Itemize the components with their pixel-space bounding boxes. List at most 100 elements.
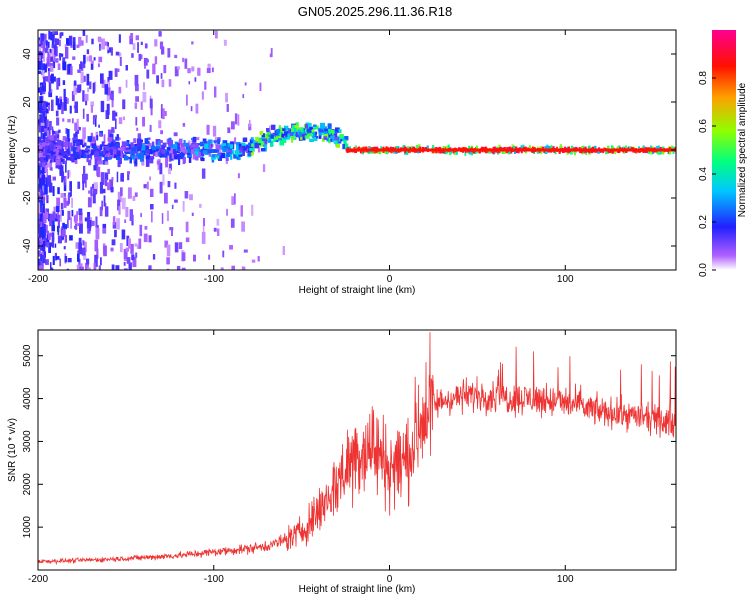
heatmap-cell <box>52 211 55 222</box>
heatmap-cell <box>190 149 194 154</box>
heatmap-cell <box>98 265 101 270</box>
heatmap-cell <box>176 143 180 149</box>
heatmap-cell <box>117 158 121 168</box>
heatmap-cell <box>276 135 281 139</box>
heatmap-cell <box>111 264 115 270</box>
heatmap-cell <box>257 139 262 144</box>
heatmap-cell <box>570 146 573 150</box>
heatmap-cell <box>63 181 67 192</box>
heatmap-cell <box>94 151 99 157</box>
heatmap-cell <box>167 181 171 188</box>
heatmap-cell <box>178 139 183 146</box>
heatmap-cell <box>607 150 610 153</box>
snr-panel: -200 -100 0 100 1000 2000 3000 4000 5000 Height … <box>7 329 677 595</box>
heatmap-cell <box>38 136 42 143</box>
heatmap-cell <box>55 58 59 63</box>
heatmap-cell <box>166 257 170 265</box>
heatmap-cell <box>254 142 259 148</box>
heatmap-cell <box>96 135 99 141</box>
heatmap-cell <box>248 119 251 127</box>
heatmap-cell <box>81 247 86 256</box>
heatmap-cell <box>236 154 241 161</box>
heatmap-cell <box>45 154 50 158</box>
heatmap-cell <box>279 140 284 146</box>
heatmap-cell <box>135 84 139 92</box>
heatmap-cell <box>87 136 93 142</box>
heatmap-cell <box>354 145 357 148</box>
heatmap-cell <box>323 136 328 140</box>
y-tick-label: 40 <box>22 48 33 60</box>
heatmap-cell <box>546 144 549 149</box>
heatmap-cell <box>61 226 63 234</box>
heatmap-cell <box>571 150 573 155</box>
heatmap-cell <box>93 146 97 150</box>
heatmap-cell <box>48 182 53 193</box>
heatmap-cell <box>55 151 59 156</box>
heatmap-cell <box>83 54 86 64</box>
heatmap-cell <box>71 209 74 217</box>
heatmap-cell <box>309 138 314 142</box>
heatmap-cell <box>587 145 590 149</box>
heatmap-cell <box>117 143 120 149</box>
heatmap-cell <box>269 125 271 137</box>
heatmap-cell <box>130 33 134 39</box>
heatmap-cell <box>51 33 55 46</box>
heatmap-cell <box>184 150 190 155</box>
heatmap-cell <box>158 31 162 37</box>
heatmap-cell <box>40 132 43 140</box>
heatmap-cell <box>40 207 43 217</box>
heatmap-cell <box>86 216 91 229</box>
heatmap-cell <box>282 138 287 143</box>
heatmap-cell <box>154 56 158 65</box>
heatmap-cell <box>164 111 167 116</box>
heatmap-cell <box>160 104 163 111</box>
heatmap-cell <box>119 57 122 66</box>
heatmap-cell <box>44 112 47 117</box>
heatmap-cell <box>611 146 614 150</box>
heatmap-cell <box>164 240 169 248</box>
heatmap-cell <box>236 142 241 147</box>
heatmap-cell <box>149 156 154 164</box>
heatmap-cell <box>118 52 122 57</box>
heatmap-cell <box>242 150 245 156</box>
heatmap-cell <box>280 129 283 132</box>
heatmap-cell <box>141 152 144 158</box>
heatmap-cell <box>57 187 60 195</box>
heatmap-cell <box>59 164 63 176</box>
heatmap-cell <box>51 137 54 149</box>
heatmap-cell <box>126 235 130 247</box>
heatmap-cell <box>106 46 109 50</box>
heatmap-cell <box>162 108 165 120</box>
heatmap-cell <box>617 146 619 149</box>
heatmap-cell <box>105 147 110 151</box>
heatmap-cell <box>103 134 106 144</box>
heatmap-cell <box>276 129 281 134</box>
heatmap-cell <box>180 146 186 152</box>
heatmap-cell <box>52 255 55 265</box>
heatmap-cell <box>123 262 126 266</box>
heatmap-cell <box>522 144 525 149</box>
heatmap-cell <box>129 157 132 164</box>
heatmap-cell <box>118 117 123 125</box>
heatmap-cell <box>63 152 68 157</box>
heatmap-cell <box>566 146 569 150</box>
heatmap-cell <box>191 212 194 216</box>
heatmap-cell <box>113 145 117 149</box>
heatmap-cell <box>42 192 45 196</box>
heatmap-cell <box>403 145 406 148</box>
heatmap-cell <box>90 150 96 155</box>
heatmap-cell <box>45 259 49 265</box>
heatmap-cell <box>368 146 371 149</box>
heatmap-cell <box>79 263 83 267</box>
heatmap-cell <box>389 146 392 150</box>
heatmap-cell <box>313 127 317 130</box>
heatmap-cell <box>42 133 46 143</box>
heatmap-cell <box>104 178 108 187</box>
heatmap-cell <box>380 146 383 150</box>
heatmap-cell <box>339 134 344 138</box>
heatmap-cell <box>214 141 217 144</box>
heatmap-cell <box>111 177 114 181</box>
heatmap-cell <box>104 160 109 165</box>
heatmap-cell <box>211 159 215 163</box>
heatmap-cell <box>48 91 53 98</box>
